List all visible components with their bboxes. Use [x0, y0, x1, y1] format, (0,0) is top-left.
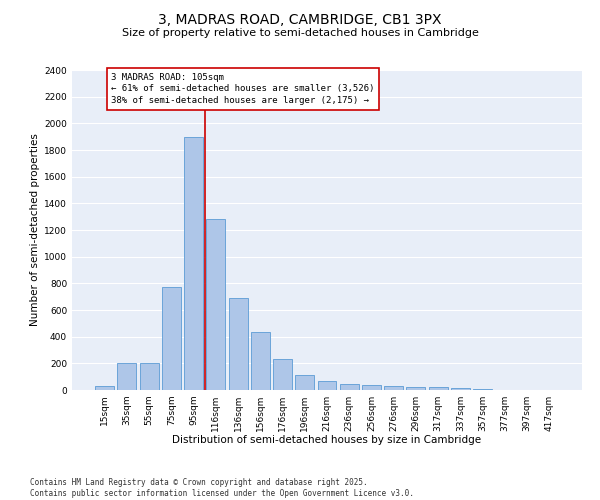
Text: Contains HM Land Registry data © Crown copyright and database right 2025.
Contai: Contains HM Land Registry data © Crown c…	[30, 478, 414, 498]
Bar	[273, 360, 292, 390]
Text: 3 MADRAS ROAD: 105sqm
← 61% of semi-detached houses are smaller (3,526)
38% of s: 3 MADRAS ROAD: 105sqm ← 61% of semi-deta…	[112, 72, 374, 106]
Bar	[451, 388, 470, 390]
Text: Size of property relative to semi-detached houses in Cambridge: Size of property relative to semi-detach…	[122, 28, 478, 38]
Bar	[95, 386, 114, 390]
Bar	[384, 386, 403, 390]
X-axis label: Distribution of semi-detached houses by size in Cambridge: Distribution of semi-detached houses by …	[172, 436, 482, 446]
Bar	[184, 136, 203, 390]
Bar	[429, 387, 448, 390]
Bar	[317, 382, 337, 390]
Text: 3, MADRAS ROAD, CAMBRIDGE, CB1 3PX: 3, MADRAS ROAD, CAMBRIDGE, CB1 3PX	[158, 12, 442, 26]
Bar	[406, 388, 425, 390]
Bar	[140, 364, 158, 390]
Bar	[251, 332, 270, 390]
Bar	[206, 220, 225, 390]
Bar	[295, 376, 314, 390]
Bar	[118, 364, 136, 390]
Bar	[362, 386, 381, 390]
Y-axis label: Number of semi-detached properties: Number of semi-detached properties	[30, 134, 40, 326]
Bar	[340, 384, 359, 390]
Bar	[229, 298, 248, 390]
Bar	[162, 288, 181, 390]
